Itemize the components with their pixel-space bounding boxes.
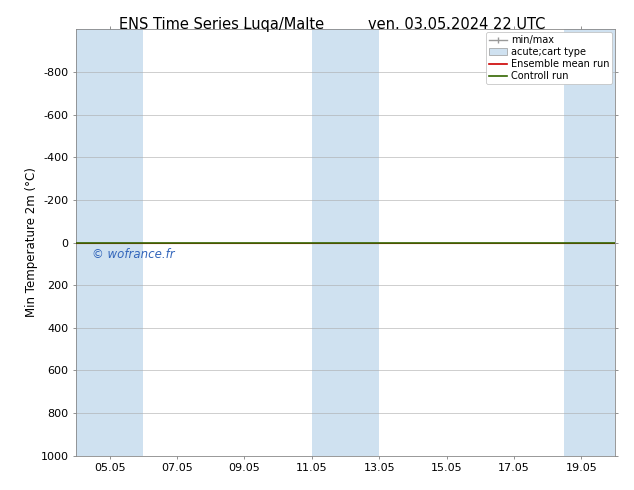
- Text: © wofrance.fr: © wofrance.fr: [93, 247, 175, 261]
- Text: ven. 03.05.2024 22 UTC: ven. 03.05.2024 22 UTC: [368, 17, 545, 32]
- Bar: [564, 29, 615, 456]
- Bar: [312, 29, 379, 456]
- Bar: [76, 29, 143, 456]
- Y-axis label: Min Temperature 2m (°C): Min Temperature 2m (°C): [25, 168, 37, 318]
- Text: ENS Time Series Luqa/Malte: ENS Time Series Luqa/Malte: [119, 17, 325, 32]
- Legend: min/max, acute;cart type, Ensemble mean run, Controll run: min/max, acute;cart type, Ensemble mean …: [486, 32, 612, 84]
